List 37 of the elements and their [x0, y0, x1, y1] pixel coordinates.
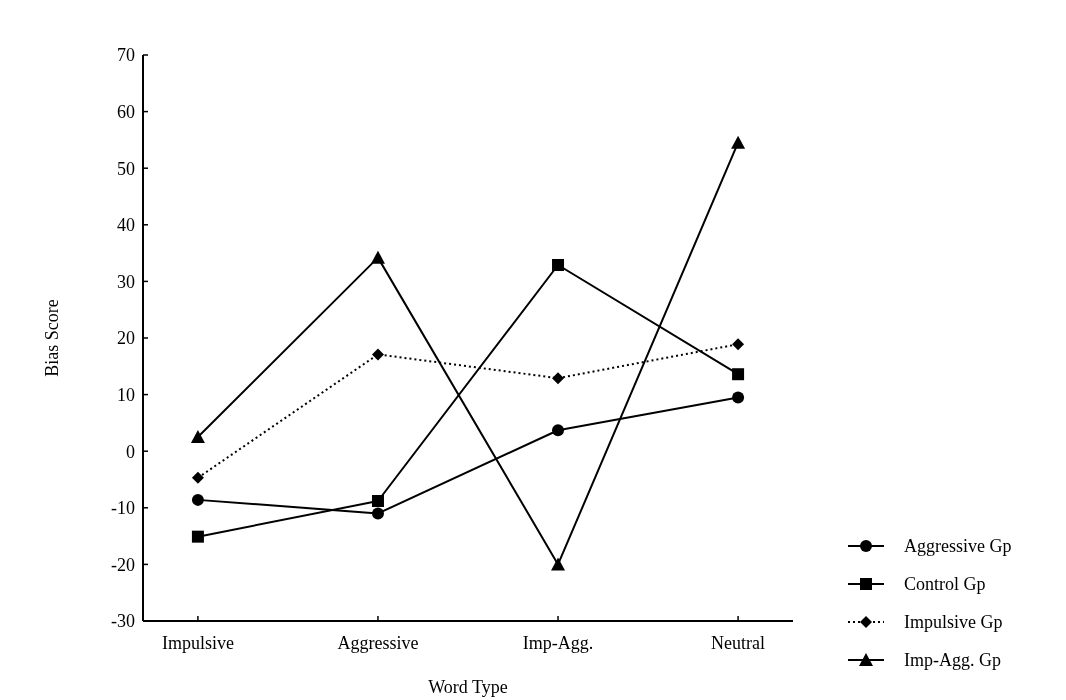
- y-tick-label: 10: [117, 384, 135, 405]
- point: [190, 430, 205, 444]
- point: [551, 557, 566, 571]
- point: [371, 348, 384, 361]
- x-tick-label: Aggressive: [337, 633, 419, 653]
- legend-label: Impulsive Gp: [904, 612, 1003, 633]
- y-tick-label: 30: [117, 271, 135, 292]
- point: [732, 391, 745, 404]
- y-tick-label: -10: [111, 498, 135, 519]
- y-tick-label: 40: [117, 215, 135, 236]
- y-tick-label: 60: [117, 101, 135, 122]
- point: [370, 250, 385, 264]
- y-tick-label: -30: [111, 611, 135, 632]
- y-tick-label: 20: [117, 328, 135, 349]
- y-tick-label: 50: [117, 158, 135, 179]
- x-tick-label: Imp-Agg.: [522, 633, 594, 653]
- x-tick-label: Neutral: [711, 633, 766, 653]
- point: [191, 530, 204, 543]
- y-axis-title: Bias Score: [42, 299, 62, 377]
- y-tick-label: 0: [126, 441, 135, 462]
- x-tick-label: Impulsive: [161, 633, 234, 653]
- point: [371, 507, 384, 520]
- point: [732, 368, 745, 381]
- x-axis-title: Word Type: [428, 677, 508, 697]
- y-tick-label: -20: [111, 554, 135, 575]
- point: [552, 424, 565, 437]
- point: [191, 493, 204, 506]
- legend-label: Imp-Agg. Gp: [904, 650, 1001, 671]
- legend-label: Control Gp: [904, 574, 986, 595]
- y-tick-label: 70: [117, 45, 135, 66]
- point: [732, 338, 745, 351]
- legend-label: Aggressive Gp: [904, 536, 1012, 557]
- point: [552, 372, 565, 385]
- point: [191, 471, 204, 484]
- point: [731, 135, 746, 149]
- point: [371, 495, 384, 508]
- point: [552, 258, 565, 271]
